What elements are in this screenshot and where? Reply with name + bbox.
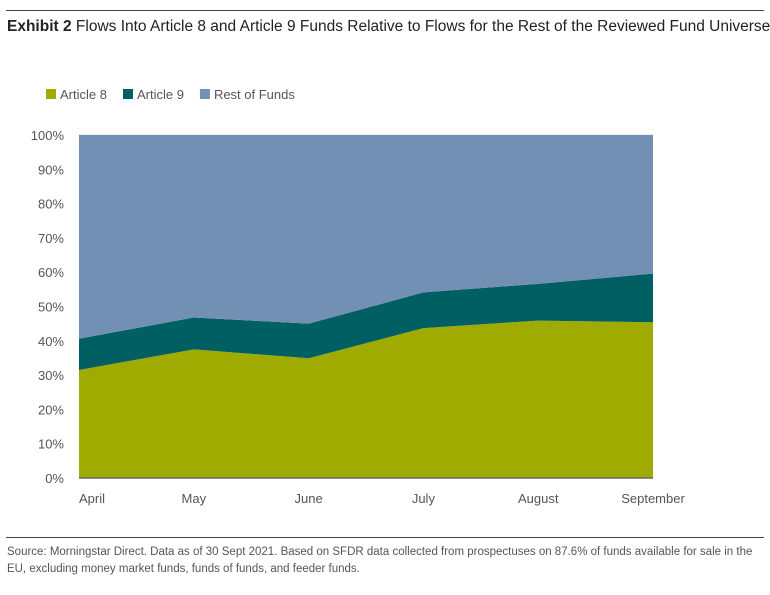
bottom-rule <box>6 537 764 538</box>
y-tick-label: 80% <box>38 197 64 212</box>
legend-swatch <box>199 89 210 99</box>
title-text: Flows Into Article 8 and Article 9 Funds… <box>75 18 770 35</box>
legend-swatch <box>122 89 133 99</box>
legend-label: Rest of Funds <box>214 87 295 102</box>
y-tick-label: 60% <box>38 265 64 280</box>
y-tick-label: 30% <box>38 368 64 383</box>
top-rule <box>6 10 764 11</box>
x-tick-label: August <box>518 491 559 506</box>
y-tick-label: 100% <box>31 128 65 143</box>
area-article-9 <box>79 273 653 370</box>
y-tick-label: 50% <box>38 300 64 315</box>
x-tick-label: May <box>182 491 207 506</box>
y-tick-label: 0% <box>45 471 64 486</box>
area-article-8 <box>79 320 653 478</box>
y-tick-label: 70% <box>38 231 64 246</box>
y-tick-label: 90% <box>38 162 64 177</box>
x-tick-label: September <box>621 491 685 506</box>
source-note: Source: Morningstar Direct. Data as of 3… <box>7 546 753 575</box>
y-tick-label: 20% <box>38 402 64 417</box>
exhibit-label: Exhibit 2 <box>7 18 72 35</box>
y-tick-label: 40% <box>38 334 64 349</box>
legend-swatch <box>46 89 56 99</box>
chart-title: Exhibit 2 Flows Into Article 8 and Artic… <box>7 18 770 36</box>
area-rest-of-funds <box>79 135 653 339</box>
y-tick-label: 10% <box>38 437 64 452</box>
legend-label: Article 8 <box>60 87 107 102</box>
legend-label: Article 9 <box>137 87 184 102</box>
x-tick-label: June <box>294 491 322 506</box>
x-tick-label: April <box>79 491 105 506</box>
x-tick-label: July <box>412 491 436 506</box>
